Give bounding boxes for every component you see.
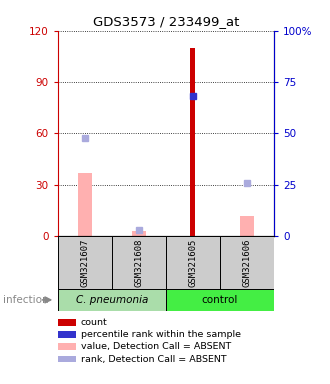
Text: percentile rank within the sample: percentile rank within the sample [81, 330, 241, 339]
Text: infection: infection [3, 295, 49, 305]
Bar [58, 289, 166, 311]
Text: GSM321605: GSM321605 [188, 239, 197, 287]
Bar [132, 231, 146, 236]
Bar [240, 216, 254, 236]
Text: value, Detection Call = ABSENT: value, Detection Call = ABSENT [81, 342, 231, 351]
Bar [166, 236, 220, 290]
Text: GSM321608: GSM321608 [134, 239, 143, 287]
Text: GSM321606: GSM321606 [242, 239, 251, 287]
Bar [190, 48, 195, 236]
Text: control: control [202, 295, 238, 305]
Bar [220, 236, 274, 290]
Text: GSM321607: GSM321607 [80, 239, 89, 287]
Bar [112, 236, 166, 290]
Text: count: count [81, 318, 108, 327]
Title: GDS3573 / 233499_at: GDS3573 / 233499_at [93, 15, 239, 28]
Text: C. pneumonia: C. pneumonia [76, 295, 148, 305]
Text: rank, Detection Call = ABSENT: rank, Detection Call = ABSENT [81, 354, 226, 364]
Bar [78, 173, 91, 236]
Bar [166, 289, 274, 311]
Bar [58, 236, 112, 290]
